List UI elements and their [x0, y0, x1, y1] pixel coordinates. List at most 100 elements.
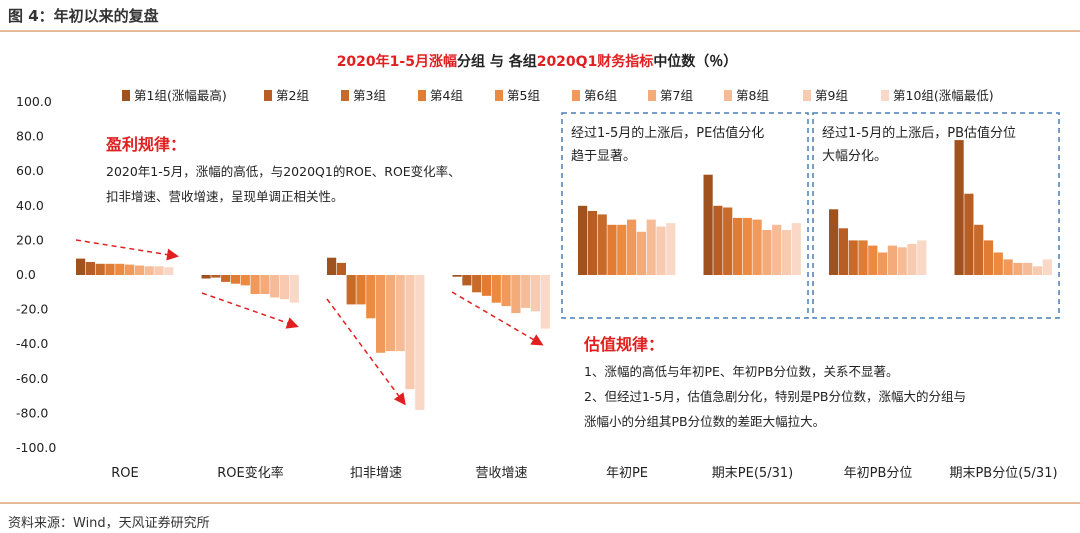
bar	[858, 240, 868, 275]
category-label: 年初PE	[606, 466, 648, 481]
valuation-rule-title: 估值规律：	[583, 335, 664, 354]
pe-box-text-2: 趋于显著。	[571, 149, 636, 164]
trend-arrow-roe	[75, 239, 179, 261]
chart: 2020年1-5月涨幅分组 与 各组2020Q1财务指标中位数（％） 第1组(涨…	[16, 53, 1060, 481]
valuation-rule-line-1: 1、涨幅的高低与年初PE、年初PB分位数，关系不显著。	[584, 364, 899, 379]
footer-divider	[0, 502, 1080, 504]
bar	[878, 252, 888, 275]
profit-rule-line-1: 2020年1-5月，涨幅的高低，与2020Q1的ROE、ROE变化率、	[106, 164, 461, 179]
legend-swatch	[724, 90, 732, 101]
source-note: 资料来源：Wind，天风证券研究所	[8, 516, 210, 531]
bar	[752, 219, 762, 275]
pe-box-text-1: 经过1-5月的上涨后，PE估值分化	[571, 125, 764, 141]
chart-title-part4: 中位数（％）	[653, 53, 737, 70]
bar	[954, 140, 964, 275]
bar	[230, 275, 241, 284]
bar	[376, 275, 386, 353]
legend-swatch	[341, 90, 349, 101]
bar	[76, 258, 86, 275]
legend-swatch	[264, 90, 272, 101]
y-tick-label: -80.0	[16, 405, 48, 420]
category-label: 期末PE(5/31)	[712, 466, 793, 481]
legend-label: 第7组	[660, 88, 693, 103]
figure-title: 图 4：年初以来的复盘	[8, 7, 159, 25]
bar	[385, 275, 395, 352]
bar	[1023, 262, 1033, 275]
legend: 第1组(涨幅最高) 第2组 第3组 第4组 第5组 第6组 第7组 第8组 第9组 第10组(涨幅…	[122, 88, 994, 103]
bar	[125, 264, 135, 275]
bar	[85, 262, 95, 275]
bar	[356, 275, 366, 305]
category-label: 扣非增速	[350, 466, 402, 481]
bar	[270, 275, 280, 298]
bar	[607, 224, 617, 275]
bar	[260, 275, 270, 294]
header: 图 4：年初以来的复盘	[0, 0, 1080, 30]
trend-arrow-profit-growth	[326, 298, 406, 406]
bar	[887, 245, 897, 275]
bar	[646, 219, 656, 275]
bar	[415, 275, 425, 410]
chart-title-part2: 分组 与 各组	[457, 53, 537, 70]
bar	[781, 230, 792, 275]
pb-box-text-1: 经过1-5月的上涨后，PB估值分位	[822, 125, 1016, 141]
legend-swatch	[881, 90, 889, 101]
bar	[848, 240, 858, 275]
bar	[713, 205, 723, 275]
bar	[617, 224, 627, 275]
bar	[703, 174, 713, 275]
bar	[221, 275, 231, 282]
bar	[405, 275, 415, 390]
legend-swatch	[803, 90, 811, 101]
trend-arrow-revenue-growth	[451, 291, 544, 346]
y-tick-label: -60.0	[16, 371, 48, 386]
bar	[868, 245, 878, 275]
chart-title-part1: 2020年1-5月涨幅	[337, 53, 457, 70]
bars	[76, 140, 1052, 410]
y-tick-label: -100.0	[16, 440, 56, 455]
pb-dashed-box	[812, 112, 1060, 319]
bar	[983, 240, 994, 275]
bar	[666, 223, 676, 275]
bar	[762, 230, 772, 275]
y-tick-label: 20.0	[16, 232, 44, 247]
bar	[974, 224, 984, 275]
valuation-rule-line-3: 涨幅小的分组其PB分位数的差距大幅拉大。	[584, 414, 825, 429]
legend-swatch	[572, 90, 580, 101]
profit-rule-line-2: 扣非增速、营收增速，呈现单调正相关性。	[106, 189, 344, 204]
bar	[587, 211, 597, 275]
bar	[462, 275, 472, 286]
legend-label: 第2组	[276, 88, 309, 103]
bar	[742, 217, 752, 275]
bar	[289, 275, 299, 303]
bar	[105, 263, 115, 275]
bar	[481, 275, 492, 296]
bar	[838, 228, 848, 275]
y-tick-label: -40.0	[16, 336, 48, 351]
bar	[144, 266, 154, 275]
legend-label: 第1组(涨幅最高)	[134, 88, 227, 103]
bar	[897, 247, 907, 275]
category-label: ROE	[111, 466, 138, 481]
y-tick-label: 100.0	[16, 94, 52, 109]
bar	[491, 275, 501, 303]
chart-title: 2020年1-5月涨幅分组 与 各组2020Q1财务指标中位数（％）	[337, 53, 738, 70]
bar	[327, 257, 337, 275]
category-label: 年初PB分位	[844, 466, 913, 481]
bar	[511, 275, 521, 314]
legend-label: 第5组	[507, 88, 540, 103]
bar	[907, 243, 917, 275]
bar	[1032, 266, 1043, 275]
bar	[627, 219, 637, 275]
bar	[791, 223, 801, 275]
bar	[346, 275, 356, 305]
y-tick-label: 0.0	[16, 267, 36, 282]
legend-swatch	[648, 90, 656, 101]
y-tick-label: 40.0	[16, 198, 44, 213]
legend-label: 第8组	[736, 88, 769, 103]
bar	[366, 275, 376, 319]
bar	[540, 275, 550, 329]
bar	[578, 205, 588, 275]
bar	[530, 275, 541, 312]
bar	[772, 224, 782, 275]
